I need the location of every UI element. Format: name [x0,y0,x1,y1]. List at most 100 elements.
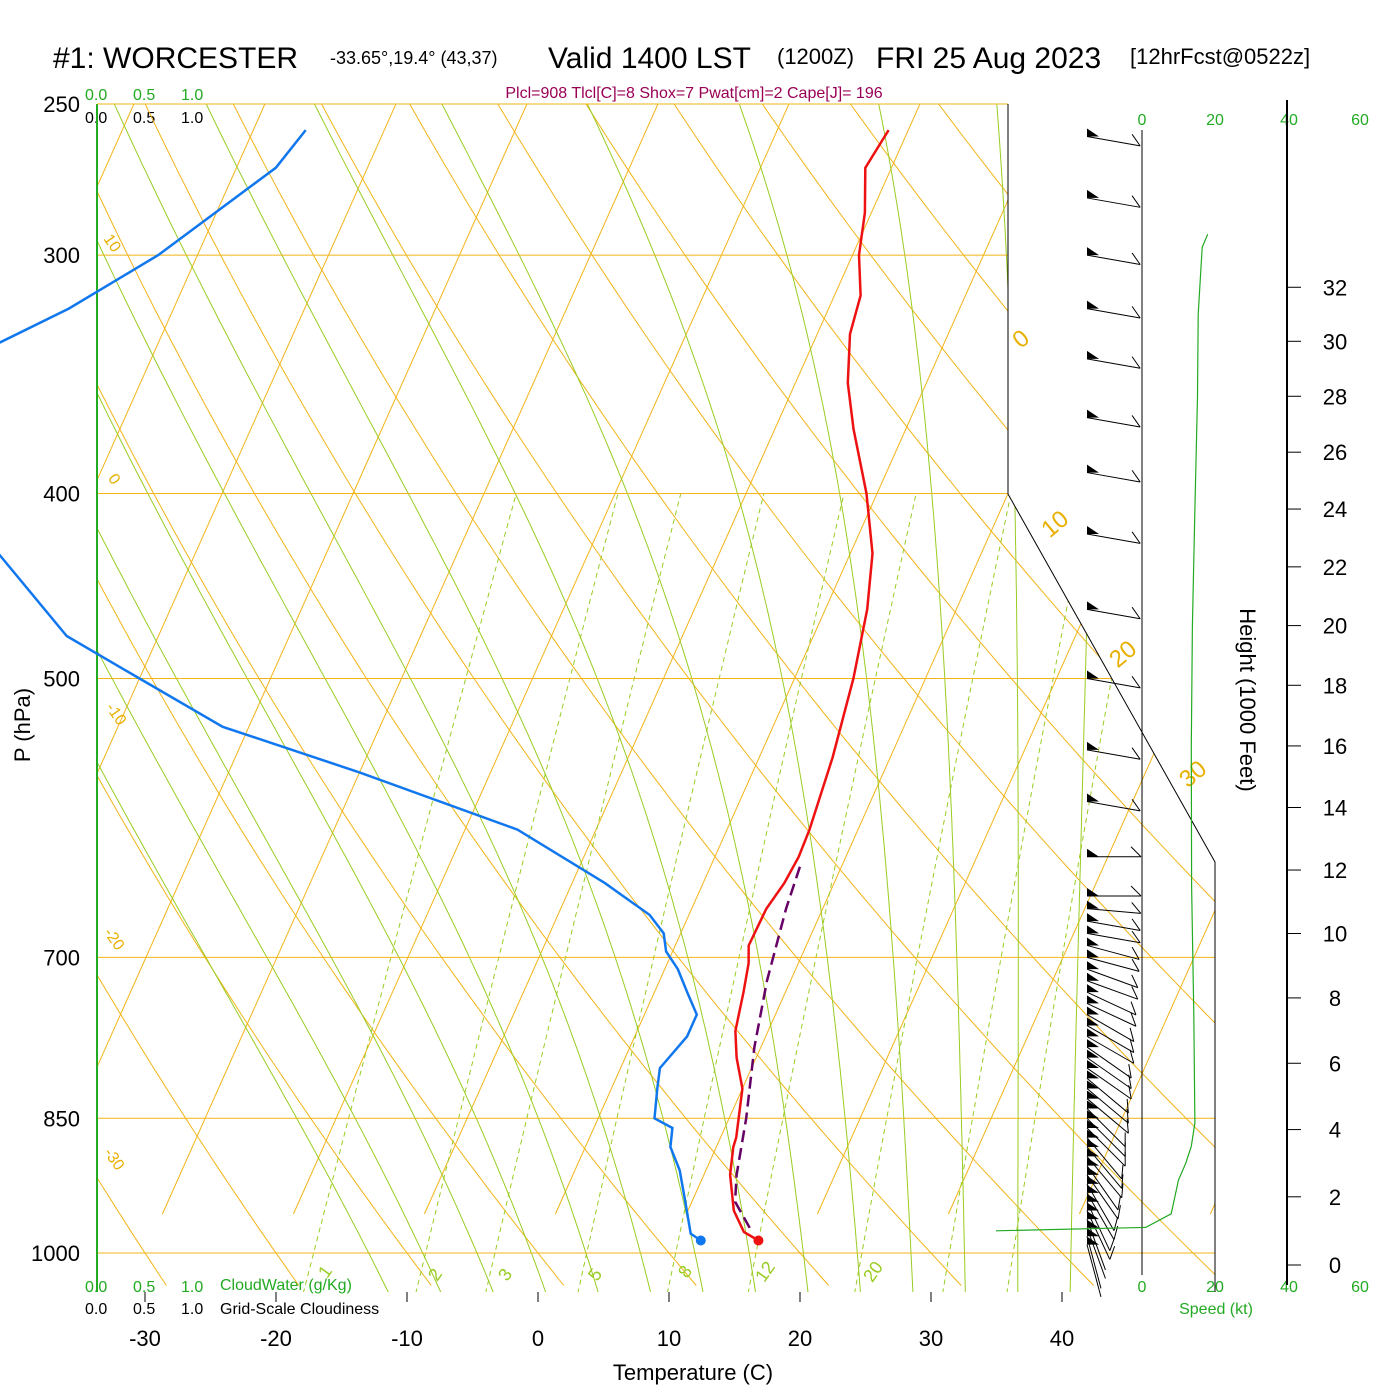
isotherm-line [947,104,1215,1215]
mixing-ratio-line [854,493,1012,1292]
cloudiness-tick: 0.0 [85,1301,107,1318]
dry-adiabat [738,104,1215,1286]
isotherm-label: 20 [1104,635,1142,673]
profile-series [0,129,890,1246]
wind-barb [1086,741,1141,760]
pressure-tick-label: 500 [43,667,80,692]
wind-axis-top: 0 20 40 60 [1138,112,1369,129]
wind-barb [1086,1017,1135,1053]
isotherm-line [0,70,18,1214]
wind-barb [1086,189,1141,208]
moist-adiabat [738,104,914,1292]
height-tick-label: 4 [1329,1118,1341,1143]
wind-barb [1086,793,1141,812]
pressure-tick-label: 300 [43,243,80,268]
mixing-ratio-label: 20 [859,1258,887,1286]
cloudwater-tick: 0.5 [133,87,155,104]
moist-adiabat [97,104,495,1292]
surface-temperature-marker [753,1235,764,1246]
pressure-tick-label: 400 [43,482,80,507]
pressure-tick-label: 250 [43,92,80,117]
background-grid [0,70,1400,1292]
mixing-ratio-line [302,493,517,1292]
y-axis-title: P (hPa) [10,688,35,762]
wind-axis-bottom: 0 20 40 60 Speed (kt) [1138,1279,1369,1318]
wind-barb [1086,913,1141,931]
wind-speed-tick: 40 [1280,112,1298,129]
wind-speed-label: Speed (kt) [1179,1301,1253,1318]
isotherm-line [97,104,543,1215]
mixing-ratio-line [1006,493,1147,1292]
station-coords: -33.65°,19.4° (43,37) [330,48,498,68]
isotherm-line [161,104,674,1215]
temp-tick-label: 40 [1050,1326,1074,1351]
wind-barb [1086,1228,1102,1289]
mixing-ratio-label: 2 [424,1265,446,1285]
cloudwater-tick: 0.0 [85,87,107,104]
cloud-axis-top: 0.0 0.5 1.0 0.0 0.5 1.0 [85,87,203,127]
isotherm-line [97,104,281,1215]
dry-adiabat-label: 10 [100,231,124,255]
wind-speed-tick: 0 [1138,112,1147,129]
pressure-tick-label: 700 [43,945,80,970]
wind-speed-tick: 0 [1138,1279,1147,1296]
cloudwater-tick: 1.0 [181,1279,203,1296]
wind-barb [1086,670,1141,689]
temp-tick-label: -10 [391,1326,423,1351]
isotherm-line [423,104,936,1215]
wind-barb [1086,1049,1132,1090]
series-height-profile [995,233,1209,1232]
dry-adiabat [1349,70,1400,1285]
dry-adiabat [128,104,962,1286]
moist-adiabat [313,104,757,1292]
height-tick-label: 6 [1329,1051,1341,1076]
temp-tick-label: 0 [532,1326,544,1351]
wind-barbs [1086,128,1143,1297]
temp-tick-label: 30 [919,1326,943,1351]
x-axis-title: Temperature (C) [613,1360,773,1385]
forecast-info: [12hrFcst@0522z] [1130,44,1310,69]
series-temperature [728,129,890,1242]
dry-adiabat-label: -10 [102,700,129,729]
dry-adiabat [303,104,1215,1286]
forecast-date: FRI 25 Aug 2023 [876,42,1101,75]
dry-adiabat [97,104,565,1286]
dry-adiabat-label: -30 [100,1145,127,1174]
wind-barb [1086,972,1139,1000]
mixing-ratio-line [485,493,682,1292]
dry-adiabat [97,104,432,1286]
temp-tick-label: -30 [129,1326,161,1351]
wind-barb [1086,925,1141,944]
right-border [1007,104,1216,1292]
wind-barb [1087,885,1142,897]
wind-barb [1086,1039,1132,1079]
station-name: #1: WORCESTER [53,42,298,75]
height-tick-label: 30 [1323,329,1347,354]
height-tick-label: 2 [1329,1185,1341,1210]
wind-speed-tick: 40 [1280,1279,1298,1296]
cloudwater-tick: 1.0 [181,87,203,104]
height-tick-label: 28 [1323,384,1347,409]
height-tick-label: 22 [1323,555,1347,580]
height-tick-label: 20 [1323,614,1347,639]
wind-barb [1086,409,1141,428]
height-tick-label: 14 [1323,796,1347,821]
moist-adiabat [97,104,442,1292]
isotherm-line [97,104,412,1215]
isotherm-label: 0 [1007,325,1035,354]
wind-barb [1086,464,1141,483]
height-tick-label: 10 [1323,922,1347,947]
dry-adiabat [0,70,34,1285]
dry-adiabat [651,104,1215,1286]
height-tick-label: 16 [1323,734,1347,759]
cloudwater-label: CloudWater (g/Kg) [220,1277,352,1294]
moist-adiabat [97,104,390,1292]
dry-adiabat [477,104,1215,1286]
wind-barb [1086,525,1141,544]
wind-speed-tick: 60 [1351,112,1369,129]
moist-adiabat [586,104,861,1292]
valid-time: Valid 1400 LST [548,42,751,75]
isotherm-line [816,104,1215,1215]
mixing-ratio-line [747,493,917,1292]
cloudwater-tick: 0.5 [133,1279,155,1296]
